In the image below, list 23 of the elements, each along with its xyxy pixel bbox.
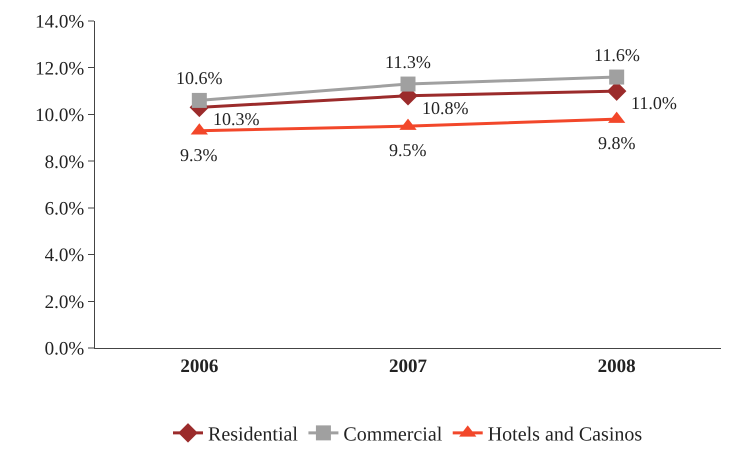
legend-label: Hotels and Casinos xyxy=(488,424,642,446)
y-tick-label: 4.0% xyxy=(44,245,84,266)
data-label: 9.8% xyxy=(598,133,636,153)
data-label: 9.5% xyxy=(389,140,426,160)
y-tick-label: 10.0% xyxy=(35,105,84,126)
data-label: 11.6% xyxy=(594,45,640,65)
legend-label: Residential xyxy=(208,424,298,446)
data-label: 10.8% xyxy=(422,98,468,118)
data-label: 11.3% xyxy=(385,52,431,72)
y-tick-label: 2.0% xyxy=(44,292,84,313)
data-label: 11.0% xyxy=(631,93,677,113)
x-tick-label: 2008 xyxy=(598,356,636,377)
data-label: 9.3% xyxy=(180,145,218,165)
x-tick-label: 2007 xyxy=(389,356,428,377)
data-label: 10.6% xyxy=(176,68,222,88)
y-tick-label: 8.0% xyxy=(44,152,84,173)
data-label: 10.3% xyxy=(213,109,260,129)
x-tick-label: 2006 xyxy=(180,356,218,377)
y-tick-label: 6.0% xyxy=(44,198,84,220)
y-tick-label: 12.0% xyxy=(35,58,84,80)
y-tick-label: 14.0% xyxy=(35,12,84,33)
legend-label: Commercial xyxy=(343,424,443,446)
y-tick-label: 0.0% xyxy=(44,338,84,360)
